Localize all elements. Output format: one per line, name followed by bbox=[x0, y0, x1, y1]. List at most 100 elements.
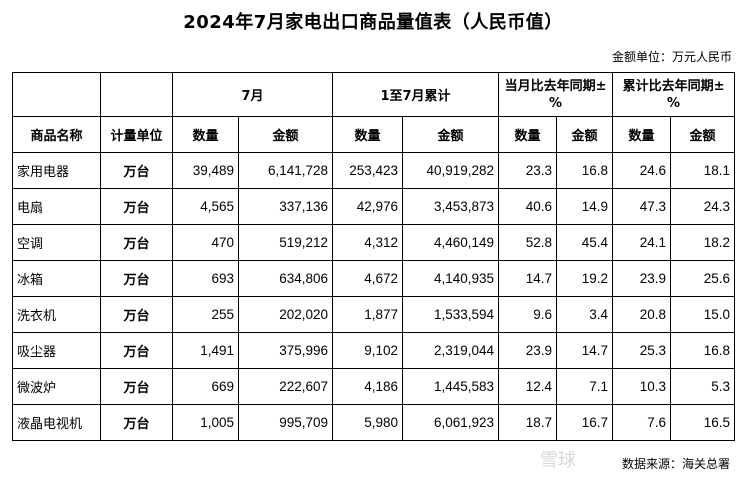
cumulative-quantity: 4,312 bbox=[332, 224, 404, 261]
month-yoy-quantity: 23.3 bbox=[498, 152, 558, 189]
col-header-cum-yoy-qty: 数量 bbox=[612, 116, 672, 153]
month-yoy-quantity: 14.7 bbox=[498, 260, 558, 297]
cum-yoy-quantity: 24.1 bbox=[612, 224, 672, 261]
cum-yoy-quantity: 20.8 bbox=[612, 296, 672, 333]
measure-unit: 万台 bbox=[100, 332, 173, 369]
page-title: 2024年7月家电出口商品量值表（人民币值） bbox=[183, 12, 563, 33]
group-header-cum-yoy: 累计比去年同期±% bbox=[612, 72, 736, 117]
cumulative-quantity: 4,186 bbox=[332, 368, 404, 405]
table-row: 液晶电视机 万台 1,005 995,709 5,980 6,061,923 1… bbox=[12, 404, 736, 441]
col-header-cum-yoy-amount: 金额 bbox=[670, 116, 736, 153]
group-header-cumulative: 1至7月累计 bbox=[332, 72, 500, 117]
cumulative-amount: 2,319,044 bbox=[402, 332, 500, 369]
month-yoy-quantity: 18.7 bbox=[498, 404, 558, 441]
table-row: 家用电器 万台 39,489 6,141,728 253,423 40,919,… bbox=[12, 152, 736, 189]
month-yoy-amount: 14.7 bbox=[556, 332, 614, 369]
cum-yoy-quantity: 25.3 bbox=[612, 332, 672, 369]
measure-unit: 万台 bbox=[100, 188, 173, 225]
product-name: 电扇 bbox=[12, 188, 101, 225]
cum-yoy-quantity: 10.3 bbox=[612, 368, 672, 405]
cum-yoy-amount: 15.0 bbox=[670, 296, 736, 333]
cum-yoy-quantity: 24.6 bbox=[612, 152, 672, 189]
cumulative-amount: 4,460,149 bbox=[402, 224, 500, 261]
july-amount: 634,806 bbox=[237, 260, 334, 297]
data-source-note: 数据来源：海关总署 bbox=[621, 457, 730, 471]
cum-yoy-amount: 16.5 bbox=[670, 404, 736, 441]
july-amount: 995,709 bbox=[237, 404, 334, 441]
table-row: 电扇 万台 4,565 337,136 42,976 3,453,873 40.… bbox=[12, 188, 736, 225]
month-yoy-quantity: 52.8 bbox=[498, 224, 558, 261]
export-data-table: 7月 1至7月累计 当月比去年同期±% 累计比去年同期±% 商品名称 计量单位 … bbox=[12, 72, 736, 441]
cumulative-amount: 6,061,923 bbox=[402, 404, 500, 441]
july-quantity: 669 bbox=[172, 368, 239, 405]
month-yoy-quantity: 40.6 bbox=[498, 188, 558, 225]
group-header-july: 7月 bbox=[171, 72, 334, 117]
measure-unit: 万台 bbox=[100, 296, 173, 333]
blank-header-cell bbox=[12, 72, 101, 117]
july-quantity: 1,005 bbox=[172, 404, 239, 441]
cum-yoy-quantity: 7.6 bbox=[612, 404, 672, 441]
cumulative-amount: 40,919,282 bbox=[402, 152, 500, 189]
product-name: 空调 bbox=[12, 224, 101, 261]
july-amount: 519,212 bbox=[237, 224, 334, 261]
cumulative-quantity: 1,877 bbox=[332, 296, 404, 333]
july-amount: 6,141,728 bbox=[237, 152, 334, 189]
july-quantity: 4,565 bbox=[172, 188, 239, 225]
table-row: 冰箱 万台 693 634,806 4,672 4,140,935 14.7 1… bbox=[12, 260, 736, 297]
blank-header-cell bbox=[100, 72, 173, 117]
cum-yoy-amount: 5.3 bbox=[670, 368, 736, 405]
cum-yoy-quantity: 47.3 bbox=[612, 188, 672, 225]
month-yoy-amount: 3.4 bbox=[556, 296, 614, 333]
col-header-name: 商品名称 bbox=[12, 116, 101, 153]
amount-unit-note: 金额单位：万元人民币 bbox=[611, 50, 732, 64]
measure-unit: 万台 bbox=[100, 152, 173, 189]
month-yoy-amount: 45.4 bbox=[556, 224, 614, 261]
col-header-jul-amount: 金额 bbox=[237, 116, 334, 153]
measure-unit: 万台 bbox=[100, 224, 173, 261]
july-amount: 337,136 bbox=[237, 188, 334, 225]
month-yoy-amount: 19.2 bbox=[556, 260, 614, 297]
col-header-month-yoy-qty: 数量 bbox=[498, 116, 558, 153]
month-yoy-quantity: 12.4 bbox=[498, 368, 558, 405]
col-header-cum-amount: 金额 bbox=[402, 116, 500, 153]
july-quantity: 693 bbox=[172, 260, 239, 297]
product-name: 洗衣机 bbox=[12, 296, 101, 333]
cumulative-amount: 1,533,594 bbox=[402, 296, 500, 333]
column-header-row: 商品名称 计量单位 数量 金额 数量 金额 数量 金额 数量 金额 bbox=[12, 116, 736, 153]
col-header-unit: 计量单位 bbox=[100, 116, 173, 153]
col-header-month-yoy-amount: 金额 bbox=[556, 116, 614, 153]
month-yoy-quantity: 9.6 bbox=[498, 296, 558, 333]
cum-yoy-amount: 18.1 bbox=[670, 152, 736, 189]
product-name: 吸尘器 bbox=[12, 332, 101, 369]
july-amount: 222,607 bbox=[237, 368, 334, 405]
product-name: 微波炉 bbox=[12, 368, 101, 405]
product-name: 家用电器 bbox=[12, 152, 101, 189]
cumulative-amount: 4,140,935 bbox=[402, 260, 500, 297]
cumulative-quantity: 253,423 bbox=[332, 152, 404, 189]
cumulative-quantity: 4,672 bbox=[332, 260, 404, 297]
cum-yoy-amount: 18.2 bbox=[670, 224, 736, 261]
month-yoy-amount: 14.9 bbox=[556, 188, 614, 225]
july-quantity: 1,491 bbox=[172, 332, 239, 369]
watermark: 雪球 bbox=[540, 450, 576, 471]
cum-yoy-quantity: 23.9 bbox=[612, 260, 672, 297]
measure-unit: 万台 bbox=[100, 260, 173, 297]
col-header-cum-qty: 数量 bbox=[332, 116, 404, 153]
cumulative-quantity: 5,980 bbox=[332, 404, 404, 441]
table-row: 空调 万台 470 519,212 4,312 4,460,149 52.8 4… bbox=[12, 224, 736, 261]
cumulative-quantity: 42,976 bbox=[332, 188, 404, 225]
cumulative-amount: 3,453,873 bbox=[402, 188, 500, 225]
group-header-row: 7月 1至7月累计 当月比去年同期±% 累计比去年同期±% bbox=[12, 72, 736, 117]
month-yoy-amount: 16.8 bbox=[556, 152, 614, 189]
group-header-month-yoy: 当月比去年同期±% bbox=[498, 72, 614, 117]
month-yoy-amount: 16.7 bbox=[556, 404, 614, 441]
table-row: 吸尘器 万台 1,491 375,996 9,102 2,319,044 23.… bbox=[12, 332, 736, 369]
table-row: 洗衣机 万台 255 202,020 1,877 1,533,594 9.6 3… bbox=[12, 296, 736, 333]
measure-unit: 万台 bbox=[100, 404, 173, 441]
cum-yoy-amount: 25.6 bbox=[670, 260, 736, 297]
july-amount: 375,996 bbox=[237, 332, 334, 369]
table-row: 微波炉 万台 669 222,607 4,186 1,445,583 12.4 … bbox=[12, 368, 736, 405]
month-yoy-quantity: 23.9 bbox=[498, 332, 558, 369]
cumulative-amount: 1,445,583 bbox=[402, 368, 500, 405]
july-quantity: 470 bbox=[172, 224, 239, 261]
